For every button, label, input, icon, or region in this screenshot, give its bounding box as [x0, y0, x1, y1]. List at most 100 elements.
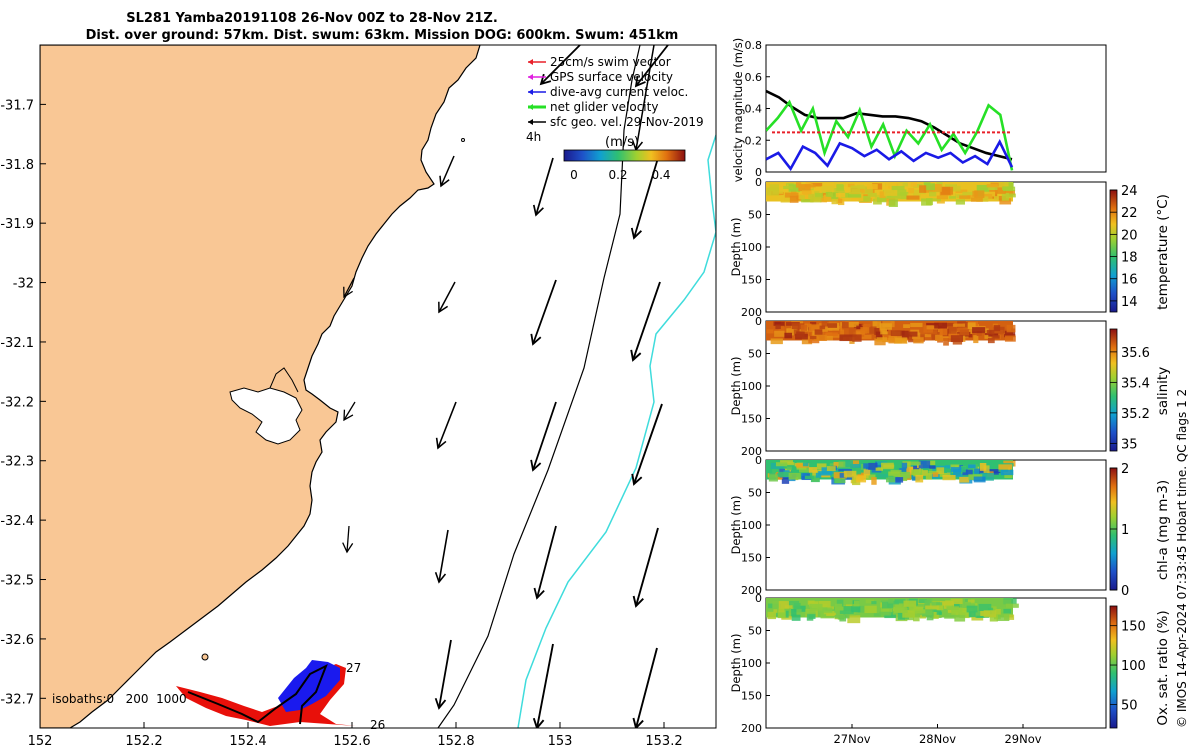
section-data-cell	[772, 467, 779, 475]
section-data-cell	[852, 334, 862, 342]
section-data-cell	[835, 475, 846, 484]
section-data-cell	[984, 462, 993, 468]
section-data-cell	[810, 321, 817, 326]
figure-title-line2: Dist. over ground: 57km. Dist. swum: 63k…	[86, 28, 679, 43]
section-data-cell	[834, 603, 842, 611]
section-data-cell	[839, 473, 846, 478]
colorbar-tick-label: 0	[1121, 584, 1129, 599]
map-y-tick-label: -32.1	[0, 336, 34, 351]
figure-title-line1: SL281 Yamba20191108 26-Nov 00Z to 28-Nov…	[126, 11, 498, 26]
section-data-cell	[827, 192, 834, 197]
section-data-cell	[851, 606, 861, 613]
depth-tick-label: 50	[748, 209, 762, 222]
cyan-line	[517, 134, 716, 728]
section-data-cell	[796, 463, 810, 468]
colorbar-tick-label: 2	[1121, 462, 1129, 477]
velocity-arrow-head	[438, 301, 449, 314]
black-contour-line	[437, 45, 641, 728]
velocity-y-tick-label: 0.4	[745, 103, 763, 116]
section-data-cell	[820, 195, 828, 203]
section-data-cell	[796, 331, 805, 338]
section-data-cell	[883, 189, 898, 196]
section-data-cell	[925, 473, 932, 480]
velocity-arrow-head	[530, 459, 542, 472]
section-data-cell	[867, 192, 877, 197]
velocity-arrow-shaft	[346, 525, 350, 553]
section-data-cell	[819, 325, 826, 330]
section-data-cell	[768, 474, 778, 482]
section-panel: 0 50 100 150 200 Depth (m) 0 1 2 chl-a (mg m-3)	[729, 454, 1171, 599]
depth-tick-label: 200	[741, 722, 762, 735]
section-data-cell	[926, 325, 938, 330]
section-data-cell	[877, 473, 888, 478]
section-data-cell	[845, 321, 859, 328]
section-data-cell	[986, 184, 998, 188]
velocity-arrow-head	[634, 75, 646, 88]
section-data-cell	[800, 324, 808, 331]
section-data-cell	[907, 193, 914, 197]
section-data-cell	[926, 460, 936, 465]
section-data-cell	[919, 334, 931, 338]
section-data-cell	[853, 600, 860, 609]
section-data-cell	[983, 465, 990, 473]
section-data-cell	[902, 610, 915, 618]
section-data-cell	[875, 467, 884, 471]
section-data-cell	[896, 182, 903, 189]
section-data-cell	[795, 182, 802, 188]
velocity-series	[766, 89, 1014, 172]
depth-tick-label: 100	[741, 519, 762, 532]
section-data-cell	[925, 605, 939, 610]
section-data-cell	[890, 330, 902, 336]
legend-entry: GPS surface velocity	[550, 70, 673, 84]
section-data-cell	[882, 602, 894, 609]
depth-tick-label: 200	[741, 306, 762, 319]
section-data-cell	[899, 182, 908, 187]
section-data-cell	[808, 336, 820, 344]
depth-tick-label: 100	[741, 657, 762, 670]
section-data-cell	[913, 337, 924, 344]
velocity-arrow-head	[632, 717, 644, 728]
section-data-cell	[874, 338, 886, 346]
section-data-cell	[908, 603, 915, 611]
section-data-cell	[915, 474, 924, 483]
velocity-arrow-shaft	[438, 529, 449, 583]
section-data-cell	[924, 600, 930, 608]
section-data-cell	[939, 601, 954, 606]
section-data-cell	[967, 322, 976, 329]
section-data-cell	[836, 198, 843, 204]
velocity-y-tick-label: 0	[755, 166, 762, 179]
section-data-cell	[907, 461, 921, 466]
colorbar-tick-label: 50	[1121, 698, 1138, 713]
section-data-cell	[936, 195, 948, 200]
section-data-cell	[859, 463, 866, 470]
section-data-cell	[818, 607, 833, 613]
map-y-tick-label: -32.7	[0, 692, 34, 707]
section-colorbar	[1109, 605, 1118, 729]
colorbar-tick-label: 100	[1121, 659, 1146, 674]
velocity-arrow-shaft	[536, 643, 554, 728]
velocity-arrow-head	[439, 175, 450, 188]
section-data-cell	[973, 476, 986, 483]
section-data-cell	[932, 472, 939, 477]
legend-arrowhead	[528, 119, 533, 125]
map-y-tick-label: -31.7	[0, 98, 34, 113]
depth-tick-label: 150	[741, 413, 762, 426]
colorbar-label: temperature (°C)	[1155, 194, 1171, 310]
section-data-cell	[798, 194, 812, 200]
section-data-cell	[952, 323, 966, 327]
velocity-arrow-head	[435, 437, 447, 450]
section-data-cell	[967, 195, 978, 199]
section-data-cell	[986, 329, 995, 335]
section-data-cell	[850, 185, 861, 193]
legend-entry: net glider velocity	[550, 100, 658, 114]
colorbar-tick-label: 24	[1121, 184, 1138, 199]
section-data-cell	[901, 462, 908, 469]
velocity-arrow-head	[631, 473, 643, 486]
colorbar-tick-label: 1	[1121, 523, 1129, 538]
map-y-tick-label: -32	[13, 277, 34, 292]
section-data-cell	[802, 462, 809, 467]
section-data-cell	[955, 189, 968, 193]
section-data-cell	[967, 599, 975, 603]
section-data-cell	[996, 613, 1010, 622]
section-data-cell	[783, 185, 793, 189]
